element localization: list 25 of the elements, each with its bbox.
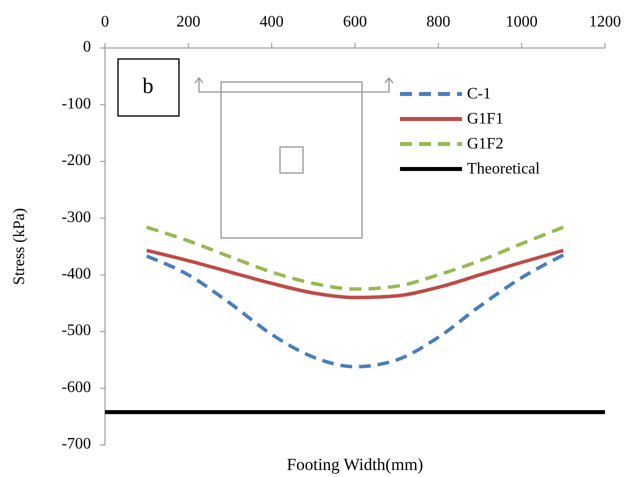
legend-label: Theoretical — [467, 160, 540, 178]
y-tick-label: -600 — [62, 378, 91, 396]
y-tick-label: -700 — [62, 436, 91, 453]
legend-label: C-1 — [467, 86, 491, 103]
x-tick-label: 200 — [176, 14, 200, 31]
y-tick-label: -500 — [62, 322, 91, 340]
x-tick-label: 400 — [260, 14, 284, 31]
x-tick-label: 0 — [101, 14, 109, 31]
y-tick-label: -400 — [62, 266, 91, 283]
x-tick-label: 600 — [343, 14, 367, 31]
legend-label: G1F1 — [467, 110, 504, 128]
x-tick-label: 1000 — [506, 14, 538, 31]
legend-label: G1F2 — [467, 136, 504, 153]
x-tick-label: 1200 — [589, 14, 621, 31]
line-series — [144, 253, 566, 368]
x-axis-title: Footing Width(mm) — [286, 455, 424, 474]
annotation: b — [142, 73, 154, 98]
y-tick-label: -100 — [62, 95, 91, 112]
line-series — [144, 248, 566, 300]
x-tick-label: 800 — [426, 14, 450, 31]
y-tick-label: -200 — [62, 152, 91, 170]
y-axis-title: Stress (kPa) — [11, 208, 28, 285]
y-tick-label: -300 — [62, 208, 91, 226]
line-series — [144, 225, 566, 291]
y-tick-label: 0 — [83, 38, 91, 56]
